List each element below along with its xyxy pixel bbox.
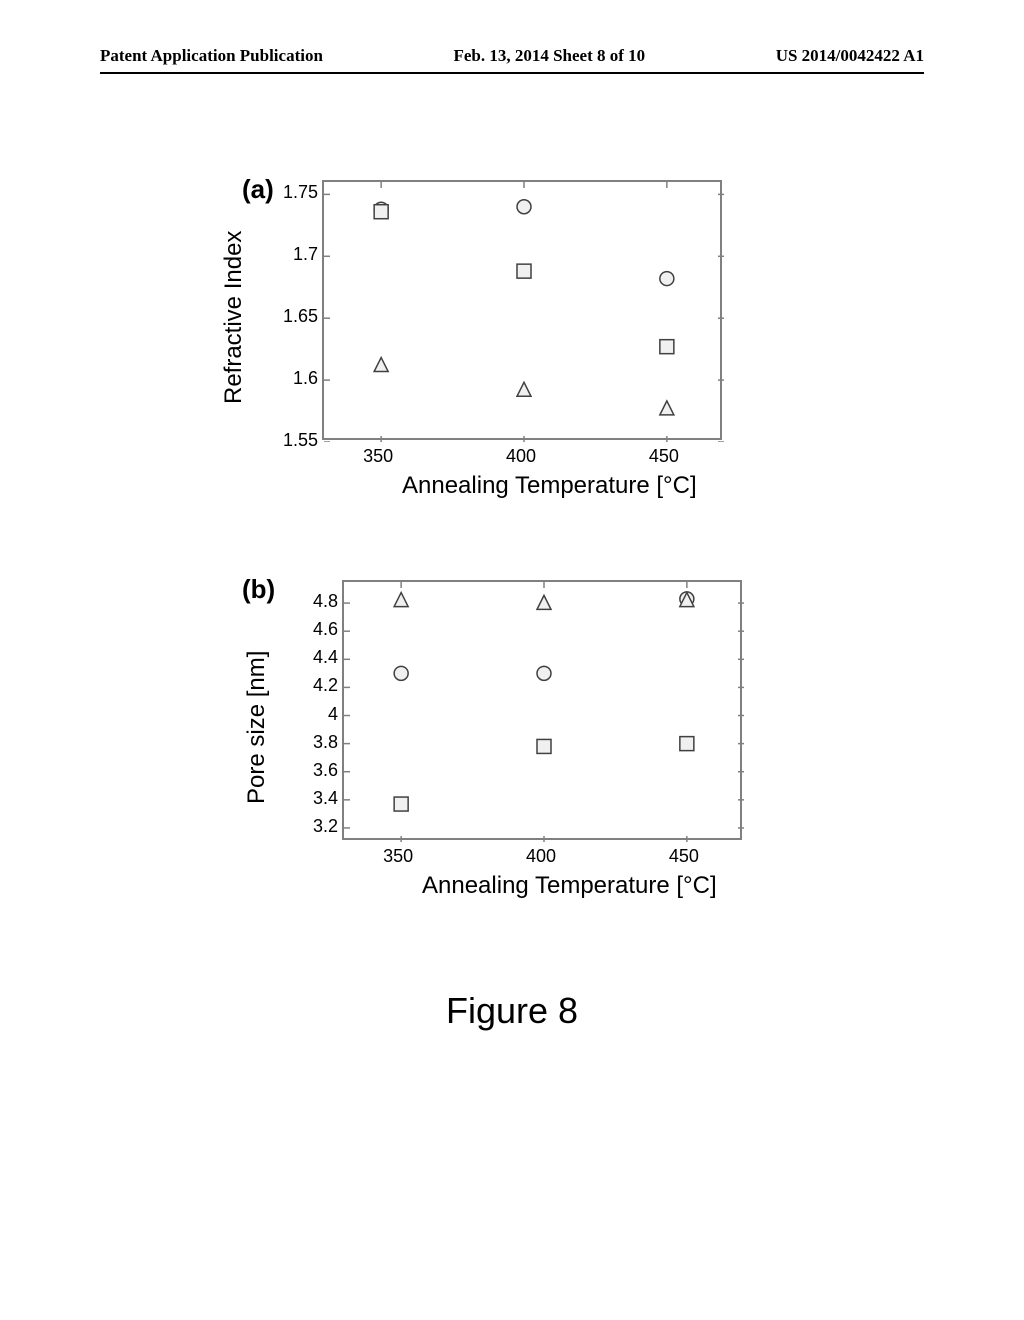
figure-caption: Figure 8 [0,990,1024,1032]
chart-b-wrap: (b) Pore size [nm] Annealing Temperature… [262,580,762,940]
header-left: Patent Application Publication [100,46,323,66]
chart-a-ylabel: Refractive Index [220,224,248,404]
panel-b-label: (b) [242,574,275,605]
xtick-label: 350 [363,446,393,467]
chart-a-xlabel: Annealing Temperature [°C] [402,472,697,500]
page-header: Patent Application Publication Feb. 13, … [0,46,1024,66]
ytick-label: 4.4 [288,647,338,668]
xtick-label: 350 [383,846,413,867]
chart-b-xlabel: Annealing Temperature [°C] [422,872,717,900]
ytick-label: 1.55 [268,430,318,451]
header-right: US 2014/0042422 A1 [776,46,924,66]
chart-a-wrap: (a) Refractive Index Annealing Temperatu… [262,180,762,540]
header-rule [100,72,924,74]
ytick-label: 1.7 [268,244,318,265]
chart-b-svg [344,582,744,842]
ytick-label: 3.4 [288,788,338,809]
chart-a-svg [324,182,724,442]
chart-a-plot [322,180,722,440]
ytick-label: 4.8 [288,591,338,612]
chart-b-plot [342,580,742,840]
ytick-label: 1.75 [268,182,318,203]
ytick-label: 4.2 [288,675,338,696]
ytick-label: 4.6 [288,619,338,640]
xtick-label: 400 [526,846,556,867]
ytick-label: 4 [288,704,338,725]
header-center: Feb. 13, 2014 Sheet 8 of 10 [453,46,645,66]
figure-page: (a) Refractive Index Annealing Temperatu… [0,180,1024,940]
xtick-label: 400 [506,446,536,467]
ytick-label: 3.6 [288,760,338,781]
xtick-label: 450 [649,446,679,467]
ytick-label: 3.8 [288,732,338,753]
xtick-label: 450 [669,846,699,867]
chart-b-ylabel: Pore size [nm] [243,624,271,804]
ytick-label: 3.2 [288,816,338,837]
ytick-label: 1.6 [268,368,318,389]
ytick-label: 1.65 [268,306,318,327]
